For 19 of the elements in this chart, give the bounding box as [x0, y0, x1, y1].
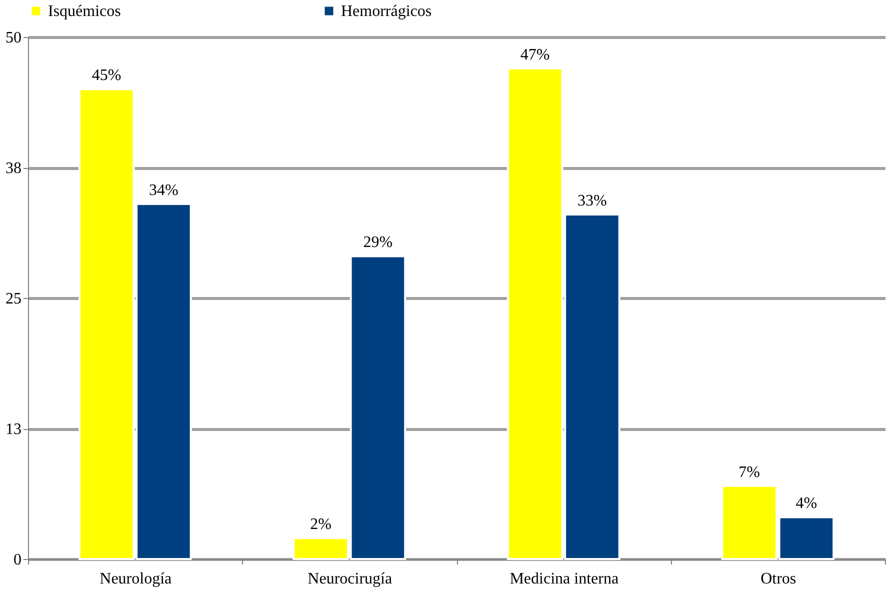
y-tick-label: 13	[6, 421, 22, 438]
x-tick-label: Neurocirugía	[308, 570, 392, 588]
data-label: 4%	[796, 495, 818, 512]
data-label: 2%	[310, 516, 332, 534]
x-tick-label: Otros	[760, 570, 796, 588]
y-tick-label: 38	[6, 160, 22, 177]
legend-label: Isquémicos	[48, 3, 121, 20]
data-label: 45%	[92, 67, 122, 84]
data-label: 47%	[520, 46, 550, 64]
x-tick-label: Medicina interna	[510, 570, 619, 588]
y-tick-label: 0	[14, 552, 22, 568]
data-label: 29%	[363, 234, 393, 252]
data-label: 33%	[578, 192, 607, 210]
data-label: 7%	[738, 464, 760, 481]
x-tick-label: Neurología	[100, 570, 172, 588]
legend-label: Hemorrágicos	[341, 3, 432, 20]
data-label: 34%	[149, 182, 178, 200]
y-tick-label: 25	[6, 290, 22, 308]
y-tick-label: 50	[6, 30, 22, 46]
